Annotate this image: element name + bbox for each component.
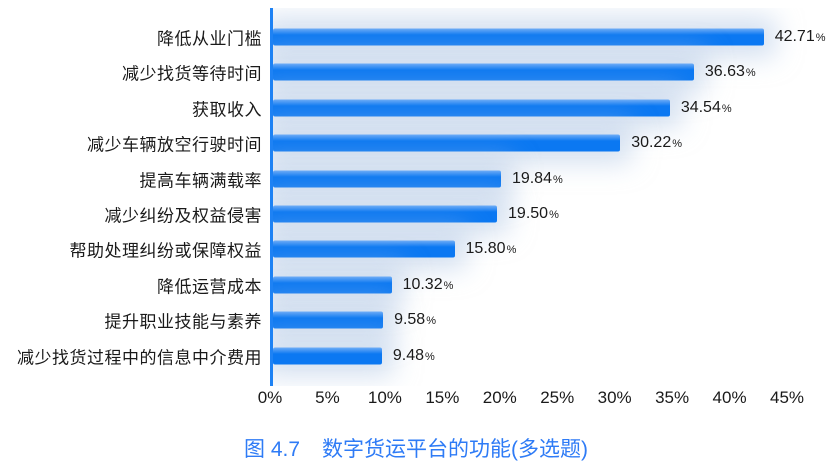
y-axis-line (270, 8, 273, 386)
bar (273, 347, 382, 365)
category-label: 降低从业门槛 (157, 29, 262, 49)
figure-title: 数字货运平台的功能(多选题) (322, 438, 589, 461)
figure-caption: 图 4.7 数字货运平台的功能(多选题) (0, 433, 832, 463)
value-number: 34.54 (680, 98, 721, 116)
value-number: 30.22 (631, 134, 672, 152)
value-number: 19.50 (508, 205, 549, 222)
value-number: 9.58 (394, 311, 426, 329)
x-axis-tick: 5% (315, 388, 340, 407)
x-axis-tick: 15% (425, 388, 460, 407)
x-axis-tick: 40% (712, 388, 747, 407)
value-number: 10.32 (402, 275, 443, 293)
percent-sign: % (425, 350, 435, 363)
value-number: 19.84 (511, 169, 552, 187)
category-label: 减少找货过程中的信息中介费用 (17, 348, 262, 368)
bar (273, 311, 384, 329)
value-number: 15.80 (465, 240, 506, 258)
percent-sign: % (672, 138, 683, 151)
category-label: 减少车辆放空行驶时间 (87, 135, 262, 155)
bar (273, 170, 501, 188)
value-label: 10.32% (403, 276, 454, 294)
category-label: 提升职业技能与素养 (104, 312, 262, 332)
x-axis-tick-labels: 0% 5% 10% 15% 20% 25% 30% 35% 40% 45% (258, 388, 832, 412)
value-label: 34.54% (681, 99, 732, 117)
x-axis-tick: 35% (655, 388, 690, 407)
category-label: 帮助处理纠纷或保障权益 (69, 241, 262, 261)
percent-sign: % (815, 32, 826, 44)
x-axis-tick: 10% (367, 388, 402, 407)
value-label: 9.58% (394, 311, 436, 329)
category-label: 减少纠纷及权益侵害 (104, 206, 262, 226)
category-axis-labels: 降低从业门槛减少找货等待时间获取收入减少车辆放空行驶时间提高车辆满载率减少纠纷及… (0, 8, 262, 386)
x-axis-tick: 0% (257, 388, 283, 407)
figure-number: 图 4.7 (243, 438, 301, 461)
bar (273, 63, 694, 81)
value-number: 9.48 (392, 346, 425, 364)
category-label: 提高车辆满载率 (139, 171, 262, 191)
percent-sign: % (721, 102, 732, 115)
value-label: 30.22% (631, 134, 682, 152)
bar (273, 134, 621, 152)
value-label: 9.48% (393, 347, 435, 365)
value-label: 42.71% (775, 28, 826, 46)
bar (273, 99, 670, 117)
value-number: 42.71 (774, 28, 815, 45)
category-label: 减少找货等待时间 (122, 64, 262, 84)
plot-area: 42.71% 36.63% 34.54% 30.22% 19.84% 19.50% 15.8… (270, 8, 832, 386)
value-label: 19.50% (508, 205, 559, 223)
percent-sign: % (443, 279, 454, 292)
percent-sign: % (506, 244, 517, 257)
bar (273, 276, 392, 294)
value-label: 15.80% (466, 240, 517, 258)
percent-sign: % (426, 315, 436, 328)
category-label: 降低运营成本 (157, 277, 262, 297)
percent-sign: % (552, 173, 563, 186)
x-axis-tick: 20% (482, 388, 517, 407)
value-label: 19.84% (512, 170, 563, 188)
value-label: 36.63% (705, 63, 756, 81)
bar (273, 28, 764, 46)
x-axis-tick: 25% (540, 388, 575, 407)
value-number: 36.63 (704, 63, 745, 81)
percent-sign: % (549, 209, 559, 221)
bar (273, 240, 455, 258)
category-label: 获取收入 (192, 100, 262, 120)
percent-sign: % (745, 67, 756, 80)
bar (273, 205, 498, 223)
x-axis-tick: 30% (597, 388, 632, 407)
x-axis-tick: 45% (769, 388, 805, 407)
